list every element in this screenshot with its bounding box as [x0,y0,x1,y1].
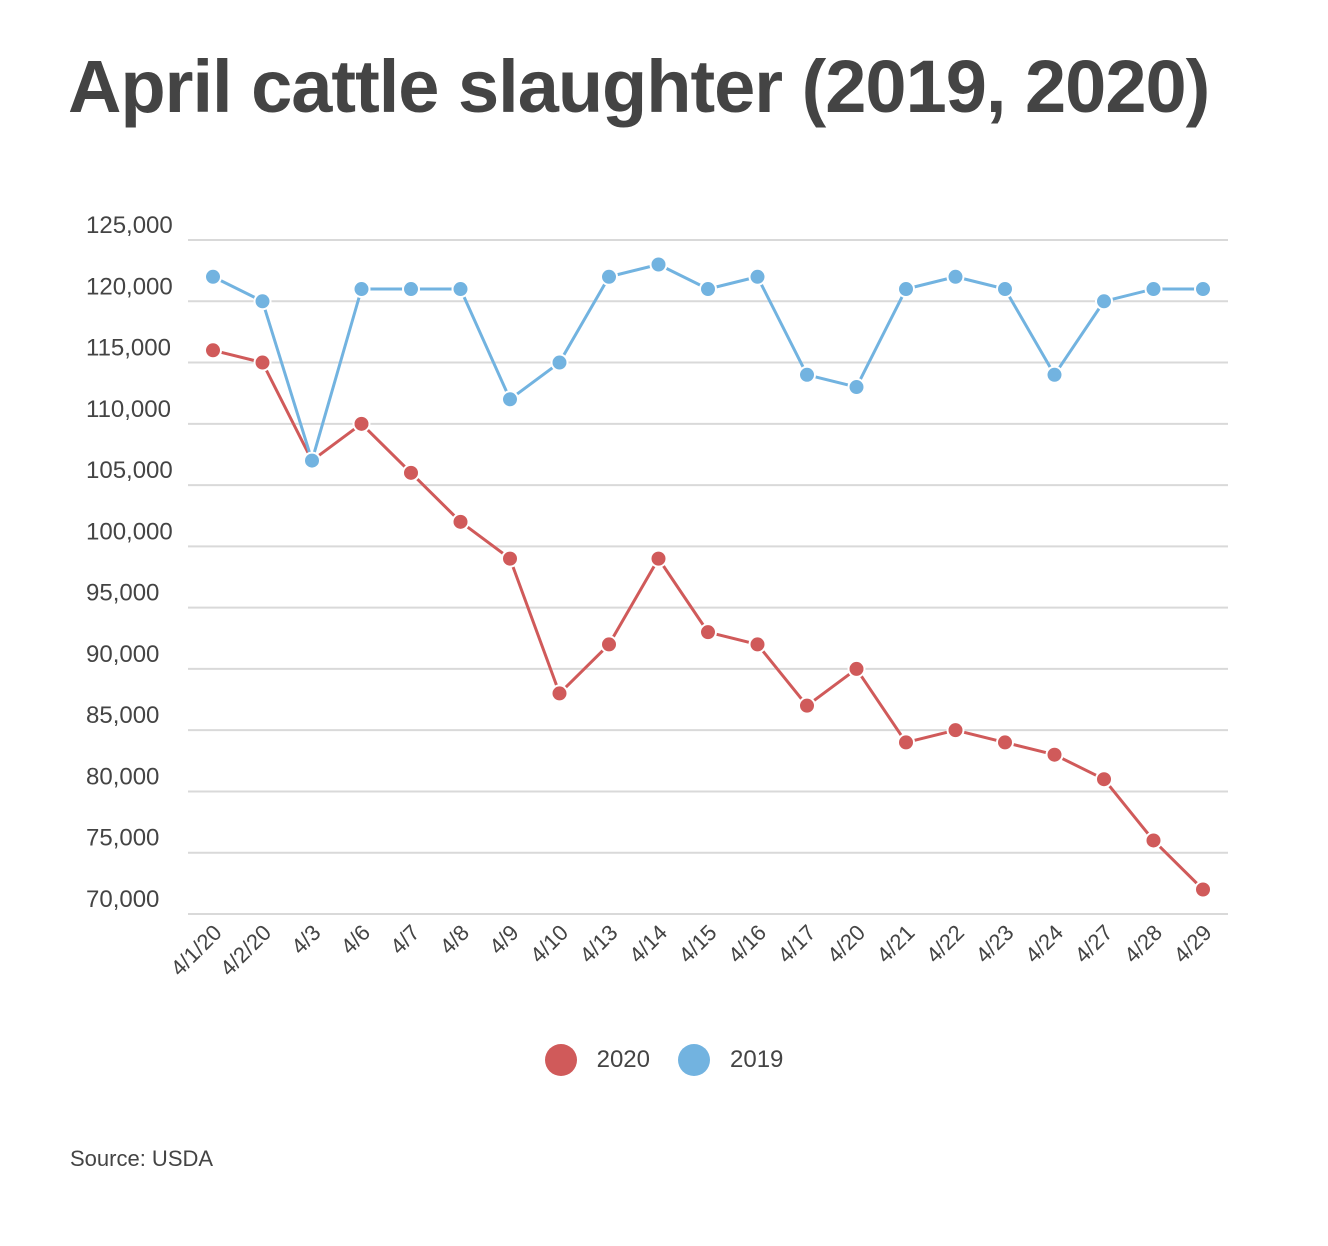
y-tick-label: 120,000 [86,273,173,300]
x-tick-label: 4/23 [971,920,1019,968]
x-tick-label: 4/22 [921,920,969,968]
data-point-2020 [649,549,668,568]
data-point-2019 [1194,280,1212,299]
x-tick-label: 4/15 [674,920,722,968]
data-point-2020 [798,696,816,715]
x-tick-label: 4/6 [336,920,375,959]
x-tick-label: 4/10 [525,920,573,968]
data-point-2020 [1194,880,1212,899]
x-tick-label: 4/16 [723,920,771,968]
y-tick-label: 85,000 [86,702,159,729]
data-point-2020 [748,635,767,654]
legend: 2020 2019 [0,1044,1328,1076]
x-tick-label: 4/8 [435,920,474,959]
data-point-2019 [1144,280,1163,299]
legend-item-2019: 2019 [678,1044,783,1076]
data-point-2019 [550,353,569,372]
x-tick-label: 4/21 [872,920,920,968]
data-point-2020 [699,623,717,642]
data-point-2019 [699,280,717,299]
data-point-2019 [402,280,420,299]
data-point-2020 [1144,831,1163,850]
x-tick-label: 4/2/20 [215,920,276,981]
x-tick-label: 4/13 [575,920,623,968]
x-tick-label: 4/28 [1119,920,1167,968]
y-tick-label: 115,000 [86,335,171,362]
data-point-2019 [501,390,519,409]
x-tick-label: 4/20 [822,920,870,968]
y-tick-label: 95,000 [86,580,159,607]
data-point-2020 [897,733,915,752]
data-point-2020 [204,341,222,360]
chart-title: April cattle slaughter (2019, 2020) [68,45,1210,128]
x-tick-label: 4/17 [773,920,821,968]
data-point-2019 [946,267,965,286]
data-point-2020 [550,684,569,703]
data-point-2019 [1045,365,1064,384]
y-tick-label: 70,000 [86,886,159,913]
data-point-2019 [996,280,1014,299]
data-point-2020 [1045,745,1064,764]
data-point-2019 [352,280,371,299]
data-point-2020 [451,512,470,531]
source-note: Source: USDA [70,1146,214,1171]
data-point-2020 [847,659,866,678]
x-tick-label: 4/27 [1070,920,1118,968]
data-point-2019 [253,292,272,311]
data-point-2020 [946,721,965,740]
x-tick-label: 4/24 [1020,920,1068,968]
data-point-2020 [600,635,618,654]
series-2019 [204,255,1212,470]
x-tick-label: 4/3 [286,920,325,959]
data-point-2020 [1095,770,1113,789]
y-tick-label: 125,000 [86,212,173,239]
data-point-2019 [897,280,915,299]
data-point-2019 [649,255,668,274]
data-point-2019 [303,451,321,470]
data-point-2019 [798,365,816,384]
data-point-2020 [501,549,519,568]
series-2020 [204,341,1212,899]
y-axis-ticks: 125,000 120,000 115,000 110,000 105,000 100,0… [86,212,173,913]
y-tick-label: 100,000 [86,518,173,545]
grid-lines [188,239,1228,915]
data-point-2019 [451,280,470,299]
x-tick-label: 4/1/20 [166,920,227,981]
data-point-2020 [402,463,420,482]
x-tick-label: 4/29 [1169,920,1217,968]
x-tick-label: 4/9 [484,920,523,959]
data-point-2020 [996,733,1014,752]
data-point-2020 [253,353,272,372]
y-tick-label: 90,000 [86,641,159,668]
y-tick-label: 75,000 [86,825,159,852]
data-point-2019 [600,267,618,286]
y-tick-label: 105,000 [86,457,173,484]
x-tick-label: 4/7 [385,920,424,959]
data-point-2019 [1095,292,1113,311]
legend-marker-2019 [678,1044,710,1076]
data-point-2020 [352,414,371,433]
x-axis-ticks: 4/1/204/2/20 4/3 4/6 4/7 4/8 4/9 4/10 4/13 4/14 4… [166,920,1217,981]
data-point-2019 [847,378,866,397]
data-point-2019 [748,267,767,286]
series-layer [204,255,1212,899]
y-tick-label: 80,000 [86,763,159,790]
legend-marker-2020 [544,1044,577,1076]
x-tick-label: 4/14 [624,920,672,968]
data-point-2019 [204,267,222,286]
legend-item-2020: 2020 [544,1044,650,1076]
legend-label-2019: 2019 [730,1046,784,1073]
legend-label-2020: 2020 [596,1046,650,1073]
y-tick-label: 110,000 [86,396,171,423]
